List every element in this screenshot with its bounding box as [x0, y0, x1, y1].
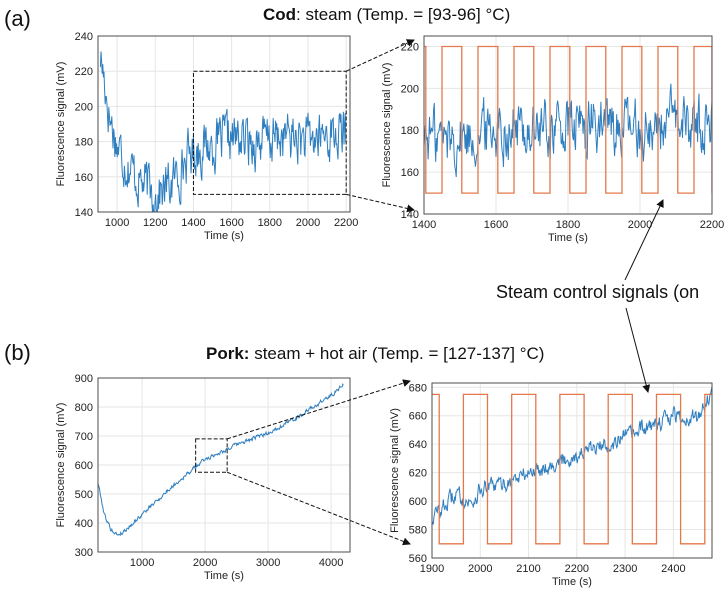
x-tick-label: 1400	[412, 219, 436, 231]
y-tick-label: 140	[75, 207, 93, 219]
panel-b-title: Pork: steam + hot air (Temp. = [127-137]…	[206, 344, 544, 364]
panel-b-title-rest: steam + hot air (Temp. = [127-137] °C)	[249, 344, 545, 363]
y-tick-label: 580	[409, 525, 427, 537]
zoom-connector-top-a	[345, 39, 415, 72]
zoom-connector-top-b	[226, 379, 411, 440]
panel-b-label: (b)	[4, 340, 31, 365]
y-tick-label: 680	[409, 382, 427, 394]
panel-a-title-bold: Cod	[263, 5, 297, 24]
x-tick-label: 2300	[613, 563, 637, 575]
x-tick-label: 2100	[516, 563, 540, 575]
callout-arrow-down	[625, 307, 651, 393]
chart-b-zoom: 1900 2000 2100 2200 2300 2400 560 580 600 620 640 6…	[389, 382, 713, 588]
y-tick-label: 620	[409, 468, 427, 480]
fluorescence-signal-line	[424, 83, 712, 178]
y-tick-label: 600	[409, 496, 427, 508]
zoom-connector-bottom-a	[346, 193, 415, 213]
y-tick-label: 640	[409, 439, 427, 451]
plot-frame	[97, 377, 351, 553]
chart-a-zoom: 1400 1600 1800 2000 2200 140 160 180 200 220 Time …	[381, 35, 724, 244]
steam-control-callout: Steam control signals (on	[496, 282, 700, 302]
x-tick-label: 2400	[661, 563, 685, 575]
x-tick-label: 1200	[143, 217, 167, 229]
chart-b-full: 1000 2000 3000 4000 300 400 500 600 700 800 900 Tim…	[55, 373, 351, 582]
y-axis-label: Fluorescence signal (mV)	[389, 408, 401, 533]
panel-a-label: (a)	[4, 6, 31, 31]
control-signal-line	[424, 45, 712, 194]
y-tick-label: 700	[75, 431, 93, 443]
x-tick-label: 1600	[219, 217, 243, 229]
y-tick-label: 200	[75, 101, 93, 113]
x-axis-label: Time (s)	[552, 576, 592, 588]
y-axis-label: Fluorescence signal (mV)	[55, 403, 67, 528]
panel-b-title-bold: Pork:	[206, 344, 250, 363]
panel-a-title-rest: : steam (Temp. = [93-96] °C)	[296, 5, 511, 24]
y-axis-label: Fluorescence signal (mV)	[55, 62, 67, 187]
x-tick-label: 1800	[556, 219, 580, 231]
plot-frame	[423, 35, 713, 215]
x-tick-label: 3000	[256, 557, 280, 569]
callout-arrow-up	[624, 199, 664, 281]
y-tick-label: 220	[75, 66, 93, 78]
x-tick-label: 1000	[105, 217, 129, 229]
fluorescence-signal-line	[432, 386, 712, 525]
x-tick-label: 2000	[628, 219, 652, 231]
y-tick-label: 400	[75, 518, 93, 530]
y-tick-label: 160	[75, 172, 93, 184]
x-tick-label: 4000	[319, 557, 343, 569]
y-tick-label: 800	[75, 402, 93, 414]
y-tick-label: 140	[401, 209, 419, 221]
y-tick-label: 660	[409, 411, 427, 423]
plot-frame	[97, 35, 351, 213]
y-tick-label: 900	[75, 373, 93, 385]
x-tick-label: 1400	[181, 217, 205, 229]
x-tick-label: 2200	[700, 219, 724, 231]
x-tick-label: 2200	[565, 563, 589, 575]
y-tick-label: 220	[401, 41, 419, 53]
panel-a-title: Cod: steam (Temp. = [93-96] °C)	[263, 5, 510, 25]
y-tick-label: 300	[75, 547, 93, 559]
x-tick-label: 2000	[193, 557, 217, 569]
plot-frame	[431, 382, 713, 559]
chart-a-full: 1000 1200 1400 1600 1800 2000 2200 140 160 180 200…	[55, 31, 358, 242]
x-tick-label: 1900	[420, 563, 444, 575]
y-tick-label: 180	[401, 125, 419, 137]
x-tick-label: 1600	[484, 219, 508, 231]
x-tick-label: 1800	[258, 217, 282, 229]
y-tick-label: 500	[75, 489, 93, 501]
zoom-box	[195, 438, 228, 473]
y-axis-label: Fluorescence signal (mV)	[381, 63, 393, 188]
y-tick-label: 160	[401, 167, 419, 179]
x-tick-label: 1000	[130, 557, 154, 569]
y-tick-label: 240	[75, 31, 93, 43]
control-signal-line	[432, 393, 712, 545]
y-tick-label: 200	[401, 83, 419, 95]
x-tick-label: 2000	[468, 563, 492, 575]
x-tick-label: 2200	[334, 217, 358, 229]
fluorescence-signal-line	[99, 51, 347, 212]
x-axis-label: Time (s)	[204, 230, 244, 242]
y-tick-label: 560	[409, 553, 427, 565]
x-axis-label: Time (s)	[204, 570, 244, 582]
zoom-connector-bottom-b	[226, 471, 411, 546]
y-tick-label: 180	[75, 137, 93, 149]
x-tick-label: 2000	[296, 217, 320, 229]
y-tick-label: 600	[75, 460, 93, 472]
x-axis-label: Time (s)	[548, 232, 588, 244]
